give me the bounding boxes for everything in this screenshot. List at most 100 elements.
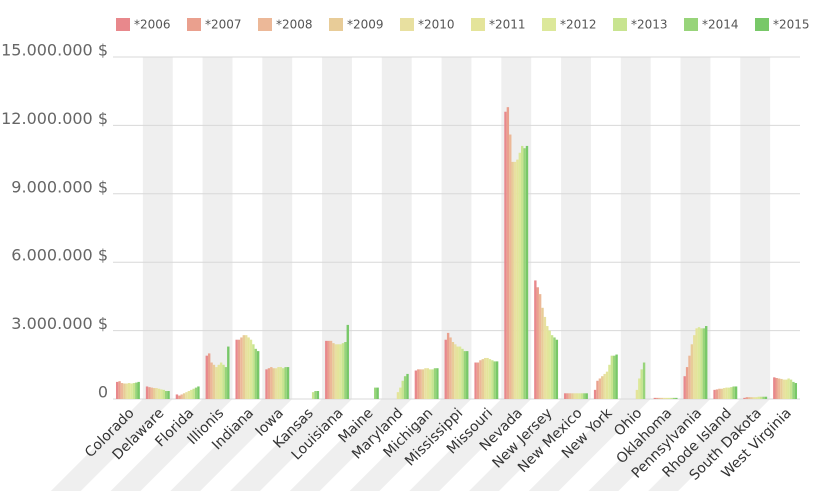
bar	[483, 357, 487, 399]
bar	[718, 388, 721, 399]
bar	[688, 355, 691, 399]
legend-label: *2010	[418, 18, 455, 32]
bar	[466, 351, 469, 399]
bar	[670, 397, 673, 399]
bar	[127, 383, 131, 399]
legend-swatch	[613, 18, 627, 31]
bar	[284, 367, 287, 399]
bar	[748, 397, 751, 399]
bar	[491, 360, 494, 399]
bar	[660, 397, 664, 399]
bar	[573, 393, 576, 399]
bar	[277, 367, 280, 399]
bar	[341, 343, 345, 399]
band-stripe-diagonal	[469, 399, 591, 491]
bar	[546, 326, 549, 399]
bar	[282, 368, 285, 399]
bar	[240, 337, 243, 399]
band-stripe	[202, 57, 233, 399]
legend-label: *2007	[205, 18, 242, 32]
bar	[217, 364, 220, 399]
bar	[337, 344, 340, 399]
bar	[274, 368, 278, 399]
bar	[775, 378, 778, 399]
bar	[571, 393, 574, 399]
bar	[150, 387, 154, 399]
bar	[256, 351, 260, 399]
bar	[543, 316, 547, 399]
bar	[346, 324, 349, 399]
bar	[311, 392, 315, 399]
legend-label: *2006	[134, 18, 171, 32]
bar	[454, 344, 457, 399]
bar	[727, 387, 731, 399]
bar	[414, 370, 418, 399]
band-stripe-diagonal	[170, 399, 293, 491]
bar	[773, 377, 776, 399]
legend-label: *2014	[702, 18, 739, 32]
bar	[474, 362, 477, 399]
bar	[332, 343, 335, 399]
bar	[534, 280, 537, 399]
bar	[495, 361, 499, 399]
bar	[479, 360, 482, 399]
bar	[521, 145, 524, 399]
band-stripe-diagonal	[110, 399, 233, 491]
bar	[493, 361, 496, 399]
bar	[180, 394, 183, 399]
bar	[456, 346, 459, 399]
legend-swatch	[329, 18, 343, 31]
bar	[615, 354, 618, 399]
bar	[745, 397, 749, 399]
bar	[237, 339, 241, 399]
bar	[461, 348, 464, 399]
y-tick-label: 0	[98, 383, 108, 402]
bar	[787, 378, 790, 399]
band-stripe	[740, 57, 771, 399]
bar	[403, 376, 407, 399]
bar	[148, 387, 151, 399]
bar	[451, 342, 455, 399]
bar	[750, 397, 753, 399]
bar	[374, 387, 377, 399]
bar	[580, 393, 584, 399]
bar	[663, 397, 666, 399]
bar	[504, 111, 507, 399]
band-stripe	[142, 57, 173, 399]
bar	[254, 348, 257, 399]
bar	[286, 367, 290, 399]
bar	[653, 397, 657, 399]
bar	[593, 389, 597, 399]
bar	[449, 337, 452, 399]
bar	[690, 344, 694, 399]
bar	[755, 397, 758, 399]
bar	[212, 364, 216, 399]
bar	[667, 397, 671, 399]
bar	[419, 369, 422, 399]
bar	[153, 388, 156, 399]
bar	[325, 340, 328, 399]
legend-swatch	[400, 18, 414, 31]
bar	[695, 328, 698, 399]
bar	[541, 307, 544, 399]
bar	[157, 388, 161, 399]
bar	[192, 388, 195, 399]
bar	[327, 340, 330, 399]
bar	[603, 373, 606, 399]
band-stripe	[262, 57, 293, 399]
bar	[743, 397, 746, 399]
legend-swatch	[755, 18, 769, 31]
bar	[376, 387, 379, 399]
y-tick-label: 9.000.000 $	[11, 177, 108, 196]
bar	[608, 364, 611, 399]
bar	[164, 391, 168, 399]
legend-swatch	[116, 18, 130, 31]
bar	[265, 369, 268, 399]
bar	[538, 294, 542, 399]
bar	[135, 382, 138, 399]
bar	[713, 389, 716, 399]
legend-label: *2012	[560, 18, 597, 32]
bar	[123, 383, 126, 399]
bar	[752, 397, 756, 399]
legend-label: *2011	[489, 18, 526, 32]
